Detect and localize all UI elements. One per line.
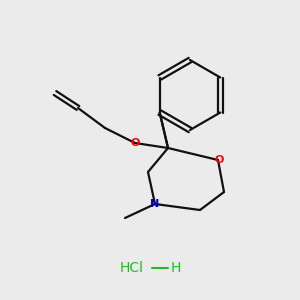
Text: H: H: [171, 261, 181, 275]
Text: N: N: [150, 199, 160, 209]
Text: O: O: [130, 138, 140, 148]
Text: HCl: HCl: [120, 261, 144, 275]
Text: O: O: [214, 155, 224, 165]
